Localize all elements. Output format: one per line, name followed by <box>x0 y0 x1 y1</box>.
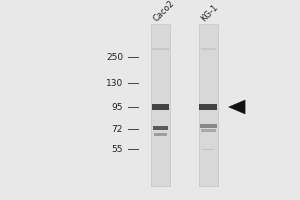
Text: 95: 95 <box>112 102 123 112</box>
Bar <box>202 149 214 150</box>
Bar <box>152 48 169 50</box>
Bar <box>200 124 217 128</box>
Bar <box>153 126 168 130</box>
Polygon shape <box>229 100 245 114</box>
Text: KG-1: KG-1 <box>199 2 220 23</box>
Text: 55: 55 <box>112 144 123 154</box>
Text: 130: 130 <box>106 78 123 88</box>
Bar <box>151 24 170 186</box>
Bar <box>154 133 167 136</box>
Bar <box>201 48 216 50</box>
Text: 250: 250 <box>106 52 123 62</box>
Text: Caco2: Caco2 <box>151 0 176 23</box>
Bar <box>201 129 216 132</box>
Text: 72: 72 <box>112 124 123 134</box>
Bar <box>152 104 169 110</box>
Bar <box>199 24 218 186</box>
Bar <box>200 104 217 110</box>
